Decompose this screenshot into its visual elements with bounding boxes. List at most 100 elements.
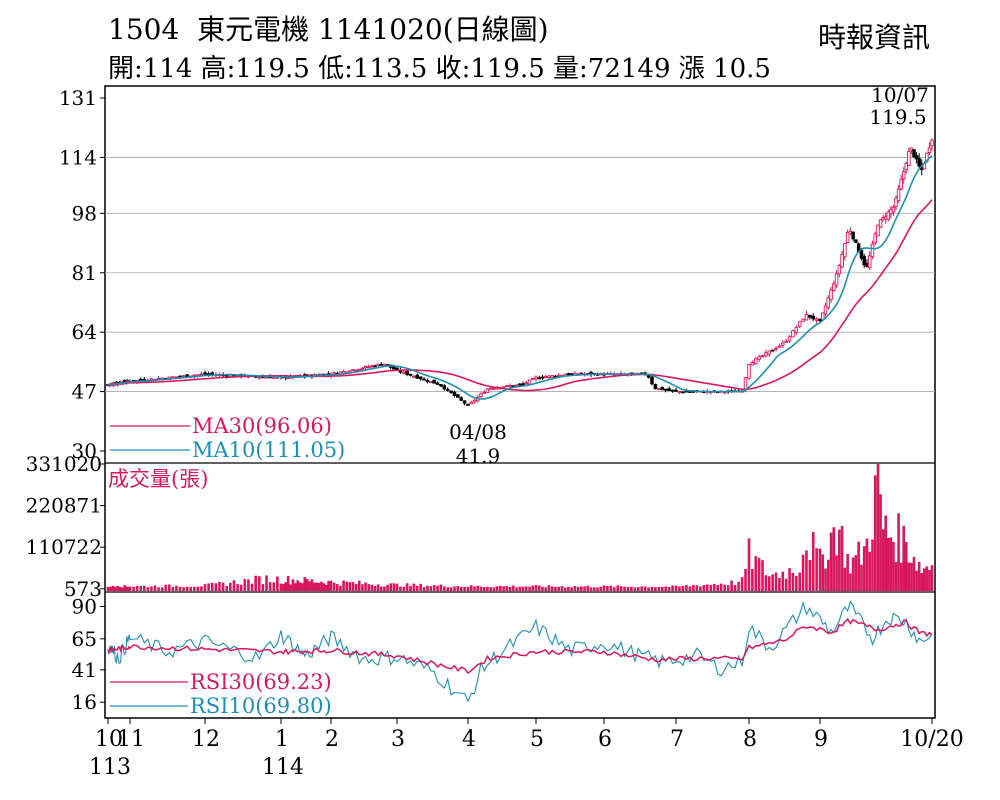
- high-date-label: 10/07: [871, 83, 929, 107]
- volume-bar: [596, 587, 599, 591]
- volume-bar: [654, 587, 657, 591]
- rsi-tick-label: 90: [72, 594, 97, 618]
- volume-bar: [370, 584, 374, 591]
- candle-body: [896, 188, 901, 202]
- volume-bar: [580, 586, 583, 591]
- candle-body: [851, 231, 855, 240]
- volume-bar: [892, 541, 895, 591]
- volume-bar: [747, 538, 751, 591]
- volume-bar: [602, 585, 606, 591]
- candle-body: [848, 230, 853, 235]
- volume-bar: [429, 586, 433, 591]
- volume-bar: [567, 586, 570, 591]
- volume-bar: [592, 587, 596, 591]
- volume-bar: [541, 586, 544, 591]
- x-tick-label: 12: [192, 727, 220, 752]
- candle-body: [804, 313, 809, 321]
- volume-bar: [712, 583, 716, 591]
- candle-body: [876, 224, 880, 237]
- volume-bar: [854, 555, 858, 591]
- ma10-line: [107, 154, 933, 400]
- volume-tick-label: 110722: [26, 535, 102, 559]
- candle-body: [418, 376, 423, 380]
- volume-bar: [402, 586, 406, 591]
- volume-bar: [386, 584, 389, 591]
- volume-bar: [678, 586, 681, 591]
- volume-bar: [476, 585, 480, 591]
- x-tick-label: 2: [325, 727, 339, 752]
- volume-bar: [778, 578, 781, 591]
- candle-body: [518, 383, 522, 386]
- volume-bar: [907, 562, 911, 591]
- candle-body: [660, 387, 665, 391]
- volume-bar: [463, 586, 466, 591]
- candle-body: [402, 371, 406, 374]
- volume-bar: [175, 585, 178, 591]
- candle-body: [456, 394, 460, 398]
- volume-bar: [189, 586, 193, 591]
- candle-body: [791, 330, 795, 338]
- candle-body: [801, 318, 805, 322]
- volume-bar: [508, 587, 512, 591]
- volume-bar: [928, 569, 931, 591]
- volume-bar: [303, 577, 307, 591]
- volume-bar: [236, 584, 239, 591]
- volume-bar: [518, 586, 522, 591]
- candle-body: [904, 163, 909, 171]
- volume-bar: [868, 551, 872, 591]
- volume-bar: [279, 583, 283, 591]
- volume-bar: [730, 580, 733, 591]
- candle-body: [435, 382, 440, 385]
- volume-bar: [681, 585, 685, 591]
- volume-bar: [502, 586, 505, 591]
- candle-body: [837, 265, 842, 275]
- volume-bar: [354, 584, 358, 591]
- x-tick-label: 8: [743, 727, 757, 752]
- candle-body: [405, 370, 409, 375]
- candle-body: [210, 372, 214, 375]
- volume-bar: [871, 539, 874, 591]
- candle-body: [199, 373, 204, 376]
- candle-body: [354, 369, 358, 372]
- volume-bar: [716, 585, 720, 591]
- volume-bar: [626, 586, 630, 591]
- candle-body: [909, 147, 914, 151]
- candle-body: [432, 379, 436, 384]
- volume-bar: [373, 585, 377, 591]
- volume-bar: [709, 584, 713, 591]
- candle-body: [843, 243, 847, 258]
- candle-body: [524, 382, 529, 385]
- volume-bar: [265, 575, 268, 591]
- candle-body: [891, 206, 896, 213]
- candle-body: [422, 378, 426, 381]
- volume-bar: [805, 550, 808, 591]
- candle-body: [681, 391, 685, 394]
- volume-bar: [395, 583, 399, 591]
- volume-bar: [243, 579, 247, 591]
- volume-bar: [528, 586, 531, 591]
- candle-body: [449, 390, 453, 394]
- volume-bar: [849, 573, 852, 591]
- volume-bar: [808, 559, 812, 591]
- volume-bar: [301, 583, 304, 591]
- volume-bar: [660, 586, 664, 591]
- rsi10-legend-label: RSI10(69.80): [190, 694, 332, 718]
- volume-bar: [157, 587, 160, 591]
- volume-bar: [857, 541, 860, 591]
- chart-title: 1504 東元電機 1141020(日線圖): [108, 8, 549, 48]
- volume-bar: [146, 587, 150, 591]
- volume-bar: [757, 557, 761, 591]
- volume-bar: [886, 537, 890, 591]
- volume-bar: [583, 586, 586, 591]
- volume-bar: [740, 577, 744, 591]
- low-date-label: 04/08: [449, 420, 507, 444]
- volume-bar: [268, 582, 272, 591]
- candle-body: [845, 231, 850, 244]
- volume-bar: [310, 579, 314, 591]
- volume-bar: [339, 585, 342, 591]
- volume-bar: [586, 585, 590, 591]
- volume-bar: [305, 579, 309, 591]
- volume-bar: [364, 582, 367, 591]
- volume-bar: [247, 579, 250, 591]
- candle-body: [550, 375, 554, 378]
